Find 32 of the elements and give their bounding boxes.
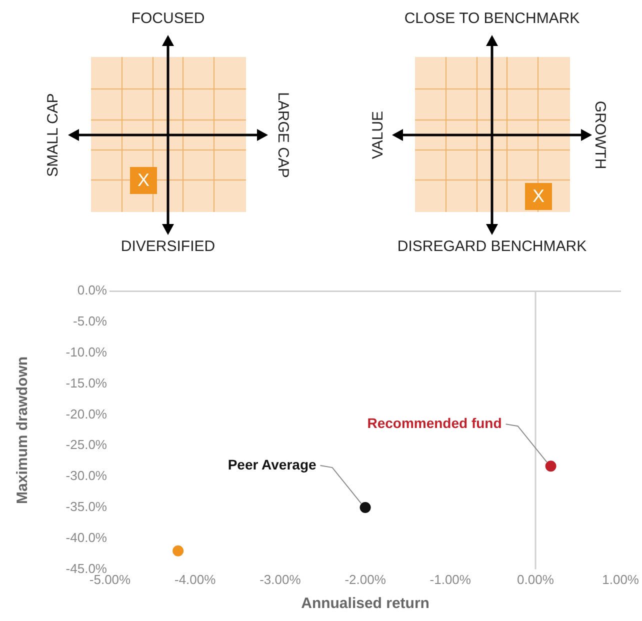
point [360,502,371,514]
text: GROWTH [592,100,608,170]
text: DISREGARD BENCHMARK [397,238,587,255]
text: SMALL CAP [44,93,62,177]
y-tick-label: -5.0% [73,314,108,329]
text: X [130,167,157,194]
y-tick-label: -10.0% [66,344,108,360]
y-axis-title: Maximum drawdown [14,356,32,504]
text: LARGE CAP [274,92,292,178]
text: FOCUSED [131,10,205,27]
y-tick-label: -15.0% [66,375,108,390]
x-tick-label: -3.00% [260,572,302,587]
point [172,545,184,556]
x-tick-label: -1.00% [430,572,472,587]
text: CLOSE TO BENCHMARK [404,10,580,27]
y-tick-label: 0.0% [77,282,108,298]
y-tick-label: -30.0% [66,468,108,484]
y-tick-label: -25.0% [66,437,108,452]
y-tick-label: -35.0% [66,499,108,514]
text: VALUE [370,110,386,160]
y-tick-label: -20.0% [66,406,108,422]
text: DIVERSIFIED [120,238,216,255]
x-tick-label: -2.00% [344,572,386,587]
y-tick-label: -40.0% [66,530,108,546]
x-tick-label: -4.00% [174,572,216,587]
x-tick-label: 0.00% [517,572,554,587]
x-axis-title: Annualised return [301,595,430,612]
point [545,460,556,472]
text: X [525,183,552,210]
text: Recommended fund [367,414,502,431]
x-tick-label: 1.00% [602,572,640,587]
text: Peer Average [228,456,316,472]
